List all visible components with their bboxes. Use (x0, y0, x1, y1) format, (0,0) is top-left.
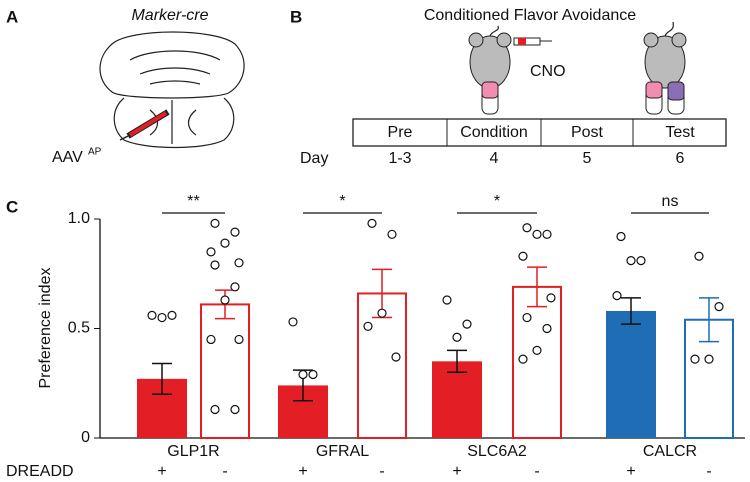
phase-label: Pre (388, 124, 413, 141)
data-point (391, 352, 401, 362)
bar (606, 310, 656, 438)
y-tick-label: 0 (81, 429, 90, 446)
panel-label: B (290, 7, 302, 26)
day-value: 4 (490, 150, 499, 167)
dreadd-label: - (534, 463, 539, 480)
data-point (546, 293, 556, 303)
significance-label: * (494, 193, 500, 210)
day-value: 6 (676, 150, 685, 167)
virus-superscript: AP (88, 147, 102, 158)
y-tick-label: 1.0 (68, 210, 90, 227)
data-point (234, 334, 244, 345)
phase-label: Test (665, 124, 695, 141)
y-axis-label: Preference index (37, 268, 54, 389)
group-label: DREADD (6, 463, 74, 480)
data-point (542, 229, 552, 239)
dreadd-label: + (298, 463, 307, 480)
day-value: 1-3 (388, 150, 411, 167)
data-point (157, 312, 167, 323)
data-point (220, 295, 230, 305)
data-point (518, 251, 528, 261)
error-bar (527, 266, 547, 308)
panel-label: C (6, 197, 18, 216)
data-point (147, 310, 157, 320)
data-point (542, 323, 552, 334)
data-point (234, 258, 244, 268)
significance-label: * (339, 193, 345, 210)
data-point (522, 312, 532, 323)
data-point (522, 223, 532, 233)
drug-label: CNO (530, 63, 566, 80)
brain-section (99, 31, 245, 149)
day-label: Day (300, 150, 328, 167)
data-point (714, 302, 724, 312)
data-point (377, 308, 387, 318)
data-point (210, 260, 220, 270)
day-value: 5 (583, 150, 592, 167)
error-bar (621, 297, 641, 325)
phase-label: Post (571, 124, 604, 141)
data-point (206, 247, 216, 257)
virus-label: AAV (52, 149, 83, 166)
data-point (452, 332, 462, 342)
data-point (704, 354, 714, 364)
x-tick-label: GLP1R (167, 443, 219, 460)
data-point (308, 369, 318, 380)
data-point (230, 227, 240, 237)
x-tick-label: SLC6A2 (467, 443, 527, 460)
panel-title: Conditioned Flavor Avoidance (424, 7, 636, 24)
data-point (298, 369, 308, 380)
data-point (210, 404, 220, 415)
data-point (220, 238, 230, 248)
mouse-condition (468, 25, 552, 115)
data-point (206, 334, 216, 345)
panel-title: Marker-cre (131, 7, 208, 24)
dreadd-label: - (706, 463, 711, 480)
phase-label: Condition (460, 124, 528, 141)
x-tick-label: CALCR (643, 443, 697, 460)
bar (432, 361, 482, 438)
dreadd-label: - (379, 463, 384, 480)
y-tick-label: 0.5 (68, 320, 90, 337)
data-point (612, 291, 622, 301)
data-point (532, 345, 542, 355)
data-point (626, 256, 636, 266)
x-tick-label: GFRAL (316, 443, 369, 460)
significance-label: ** (187, 193, 199, 210)
panel-label: A (6, 7, 18, 26)
error-bar (152, 362, 172, 395)
data-point (288, 317, 298, 327)
significance-label: ns (662, 193, 679, 210)
data-point (230, 282, 240, 292)
dreadd-label: + (626, 463, 635, 480)
error-bar (447, 349, 467, 374)
data-point (616, 231, 626, 242)
dreadd-label: + (157, 463, 166, 480)
data-point (690, 354, 700, 364)
data-point (210, 218, 220, 228)
mouse-test (643, 21, 687, 115)
bar (200, 303, 250, 439)
data-point (367, 218, 377, 228)
data-point (230, 404, 240, 415)
data-point (518, 354, 528, 364)
data-point (167, 310, 177, 320)
data-point (636, 256, 646, 266)
data-point (387, 229, 397, 239)
dreadd-label: + (452, 463, 461, 480)
data-point (532, 229, 542, 239)
data-point (462, 319, 472, 329)
dreadd-label: - (222, 463, 227, 480)
error-bar (699, 297, 719, 343)
data-point (442, 295, 452, 305)
data-point (363, 321, 373, 331)
data-point (694, 251, 704, 261)
timeline (352, 118, 727, 147)
